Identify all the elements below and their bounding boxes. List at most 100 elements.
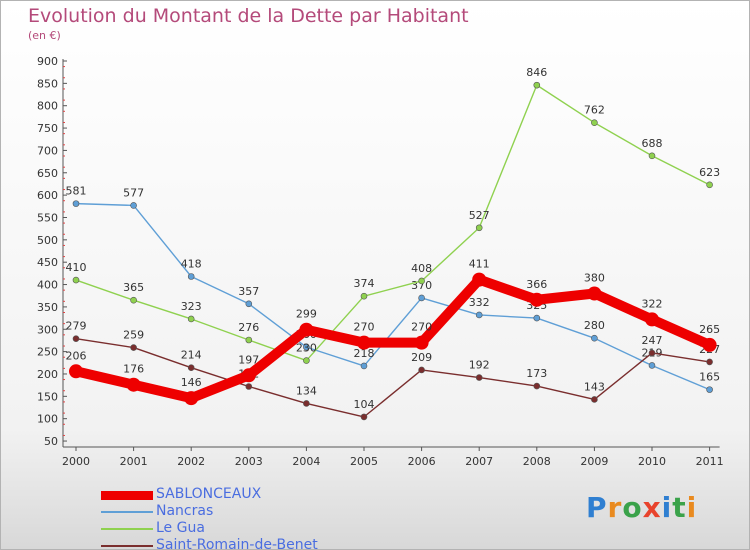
data-label: 280	[584, 319, 605, 332]
data-point	[645, 312, 659, 327]
data-point	[591, 119, 598, 126]
y-tick-label: 100	[37, 413, 58, 426]
data-point	[418, 294, 425, 302]
data-label: 197	[238, 353, 259, 366]
data-label: 104	[354, 398, 375, 411]
logo-letter: r	[607, 491, 623, 524]
data-point	[472, 272, 487, 287]
y-tick-label: 650	[37, 167, 58, 180]
data-point	[418, 366, 425, 374]
x-tick-label: 2001	[120, 455, 148, 468]
data-point	[360, 292, 368, 300]
x-tick-label: 2005	[350, 455, 378, 468]
x-tick-label: 2002	[177, 455, 205, 468]
x-tick-label: 2000	[62, 455, 90, 468]
logo-letter: x	[642, 491, 662, 524]
data-label: 299	[296, 308, 317, 321]
data-point	[130, 202, 137, 209]
data-label: 143	[584, 380, 605, 393]
logo-letter: i	[686, 491, 698, 524]
legend-swatch	[101, 528, 153, 530]
chart-subtitle: (en €)	[28, 29, 61, 42]
data-point	[706, 358, 713, 366]
data-label: 259	[123, 329, 144, 342]
y-tick-label: 200	[37, 368, 58, 381]
data-label: 410	[66, 261, 87, 274]
data-point	[533, 382, 541, 390]
x-tick-label: 2007	[465, 455, 493, 468]
data-label: 846	[526, 66, 547, 79]
data-point	[360, 362, 368, 370]
data-label: 365	[123, 281, 144, 294]
data-label: 176	[123, 363, 144, 376]
x-tick-label: 2010	[638, 455, 666, 468]
data-point	[357, 335, 371, 350]
legend-label: Saint-Romain-de-Benet	[156, 537, 318, 550]
y-tick-label: 250	[37, 346, 58, 359]
data-label: 134	[296, 384, 317, 397]
y-tick-label: 50	[44, 435, 58, 448]
data-label: 265	[699, 323, 720, 336]
logo-letter: o	[622, 491, 643, 524]
data-point	[72, 335, 80, 342]
data-point	[69, 364, 83, 379]
data-label: 165	[699, 371, 720, 384]
data-label: 322	[642, 297, 663, 310]
legend-label: SABLONCEAUX	[156, 486, 262, 502]
data-point	[648, 152, 656, 160]
x-tick-label: 2009	[580, 455, 608, 468]
data-label: 527	[469, 209, 490, 222]
data-point	[648, 362, 656, 369]
data-point	[706, 386, 713, 393]
data-point	[187, 315, 195, 323]
data-label: 411	[469, 258, 490, 271]
y-tick-label: 500	[37, 234, 58, 247]
data-label: 408	[411, 262, 432, 275]
data-label: 366	[526, 278, 547, 291]
data-point	[533, 81, 541, 89]
data-point	[648, 349, 656, 357]
data-point	[587, 286, 602, 301]
x-tick-label: 2011	[696, 455, 724, 468]
data-point	[414, 335, 429, 350]
y-tick-label: 350	[37, 301, 58, 314]
series-line	[75, 202, 711, 391]
data-point	[187, 364, 195, 372]
data-point	[303, 357, 310, 364]
series-line	[75, 337, 711, 418]
data-label: 276	[238, 321, 259, 334]
series-line	[71, 274, 715, 404]
data-point	[126, 377, 141, 392]
data-point	[533, 314, 541, 322]
data-label: 380	[584, 271, 605, 284]
data-label: 247	[642, 334, 663, 347]
data-point	[72, 200, 80, 207]
legend-label: Nancras	[156, 503, 214, 519]
data-label: 374	[354, 277, 375, 290]
data-point	[245, 300, 253, 308]
data-point	[418, 277, 425, 285]
data-label: 323	[181, 300, 202, 313]
y-tick-label: 150	[37, 390, 58, 403]
data-label: 581	[66, 185, 87, 198]
data-point	[187, 273, 195, 280]
data-label: 270	[411, 321, 432, 334]
data-point	[702, 337, 717, 352]
data-point	[299, 322, 314, 337]
data-label: 218	[354, 347, 375, 360]
data-point	[529, 292, 544, 307]
data-point	[706, 181, 713, 189]
x-tick-label: 2008	[523, 455, 551, 468]
x-tick-label: 2006	[408, 455, 436, 468]
data-label: 214	[181, 349, 202, 362]
data-point	[591, 396, 598, 403]
data-label: 688	[642, 137, 663, 150]
data-label: 279	[66, 320, 87, 333]
y-tick-label: 700	[37, 144, 58, 157]
x-tick-label: 2003	[235, 455, 263, 468]
data-label: 146	[181, 376, 202, 389]
data-point	[130, 344, 137, 351]
legend-label: Le Gua	[156, 520, 205, 536]
data-point	[303, 343, 310, 351]
